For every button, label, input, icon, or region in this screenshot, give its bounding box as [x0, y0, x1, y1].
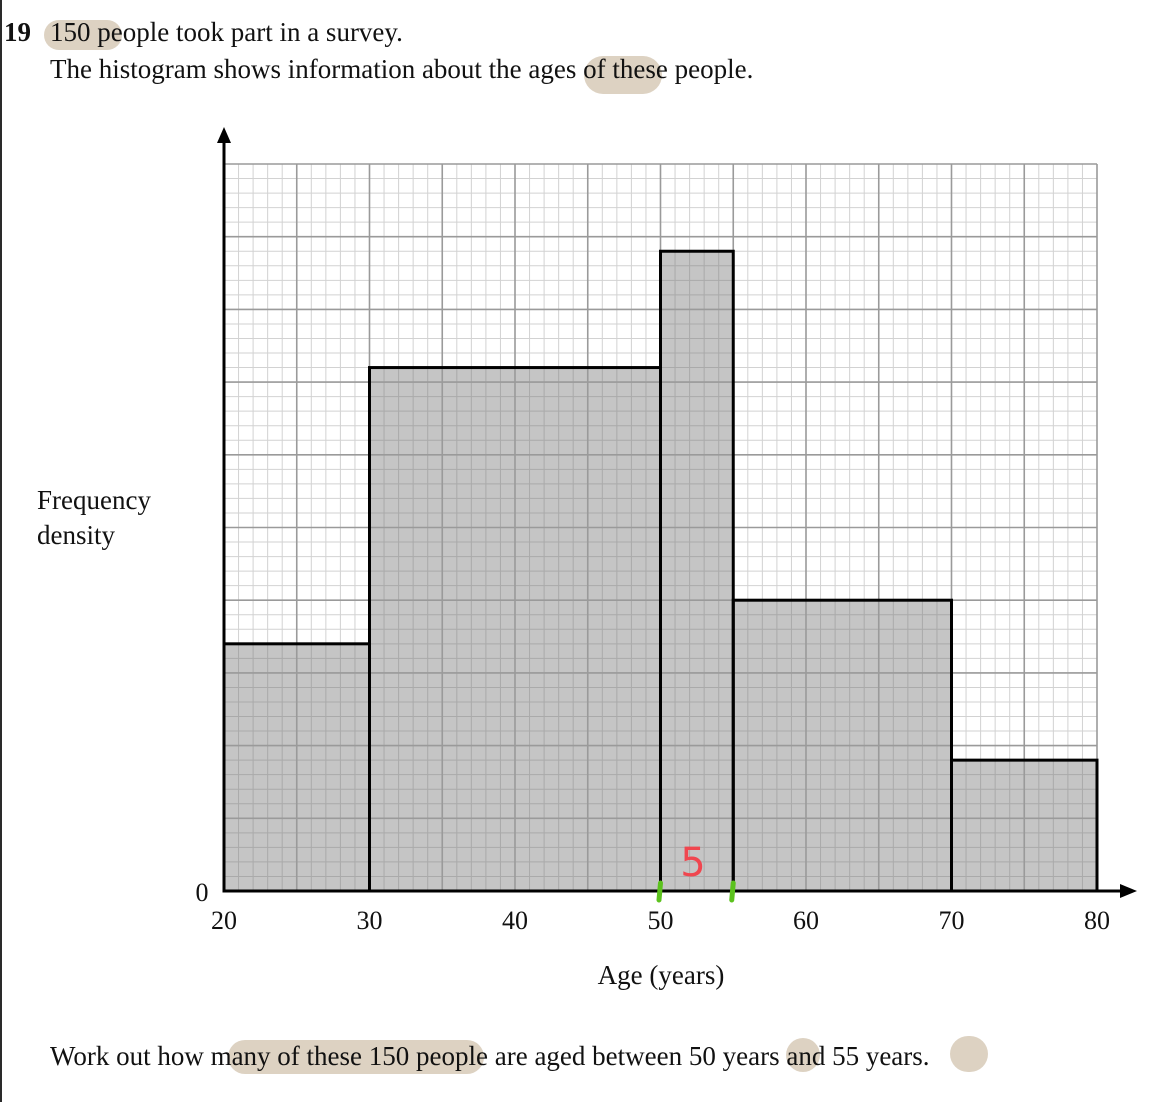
x-axis-label: Age (years) — [598, 960, 725, 990]
x-tick-label-20: 20 — [211, 906, 237, 935]
y-axis-arrow-icon — [217, 127, 231, 143]
x-tick-label-40: 40 — [502, 906, 528, 935]
highlight-50 — [786, 1038, 820, 1072]
y-tick-label-0: 0 — [196, 878, 209, 907]
question-line-1: 150 people took part in a survey. — [50, 17, 403, 47]
highlight-55 — [950, 1036, 988, 1072]
highlight-150 — [44, 20, 122, 50]
handwritten-width-note: 5 — [680, 840, 705, 886]
y-axis-label-line-1: Frequency — [37, 485, 151, 515]
y-axis-label: Frequency density — [37, 483, 151, 553]
x-tick-label-30: 30 — [357, 906, 383, 935]
green-tick-mark-55 — [729, 880, 736, 903]
tick-labels: 20 30 40 50 60 70 80 0 Age (years) — [196, 878, 1111, 990]
axes — [217, 127, 1137, 898]
question-task: Work out how many of these 150 people ar… — [50, 1041, 930, 1071]
green-tick-mark-50 — [656, 880, 663, 903]
annotations: 5 — [656, 840, 736, 903]
page-edge — [0, 0, 2, 1102]
x-tick-label-60: 60 — [793, 906, 819, 935]
question-number: 19 — [4, 17, 31, 47]
highlight-many-of-these-150 — [228, 1040, 484, 1074]
x-axis-arrow-icon — [1120, 884, 1137, 898]
x-tick-label-70: 70 — [939, 906, 965, 935]
question-line-2: The histogram shows information about th… — [50, 54, 754, 84]
x-tick-label-50: 50 — [648, 906, 674, 935]
y-axis-label-line-2: density — [37, 520, 115, 550]
highlight-ages — [584, 56, 662, 94]
x-tick-label-80: 80 — [1084, 906, 1110, 935]
